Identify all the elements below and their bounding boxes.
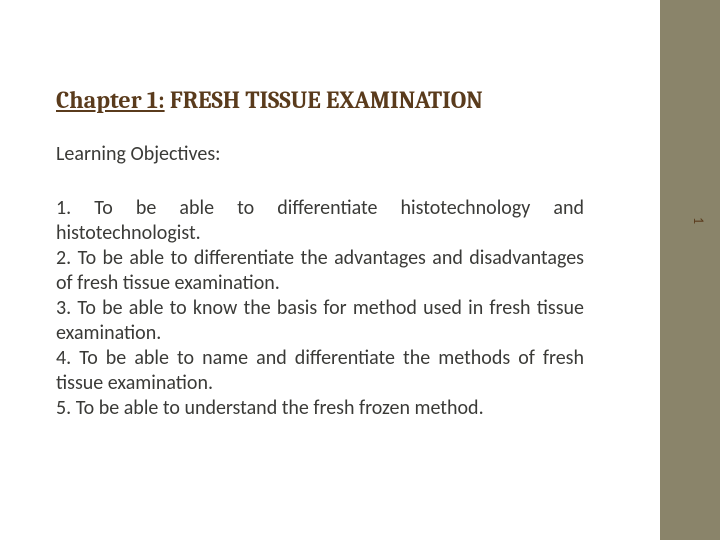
slide-title: Chapter 1: FRESH TISSUE EXAMINATION xyxy=(56,86,483,114)
slide: Chapter 1: FRESH TISSUE EXAMINATION Lear… xyxy=(0,0,720,540)
page-number: 1 xyxy=(690,217,707,224)
objective-line: 4. To be able to name and differentiate … xyxy=(56,346,584,396)
objective-line: 3. To be able to know the basis for meth… xyxy=(56,296,584,346)
title-rest: FRESH TISSUE EXAMINATION xyxy=(165,86,483,114)
accent-bar xyxy=(660,0,720,540)
objective-line: 5. To be able to understand the fresh fr… xyxy=(56,396,584,421)
objective-line: 1. To be able to differentiate histotech… xyxy=(56,196,584,246)
objectives-body: 1. To be able to differentiate histotech… xyxy=(56,196,584,421)
objective-line: 2. To be able to differentiate the advan… xyxy=(56,246,584,296)
learning-objectives-heading: Learning Objectives: xyxy=(56,142,221,166)
title-chapter-number: Chapter 1: xyxy=(56,86,165,114)
